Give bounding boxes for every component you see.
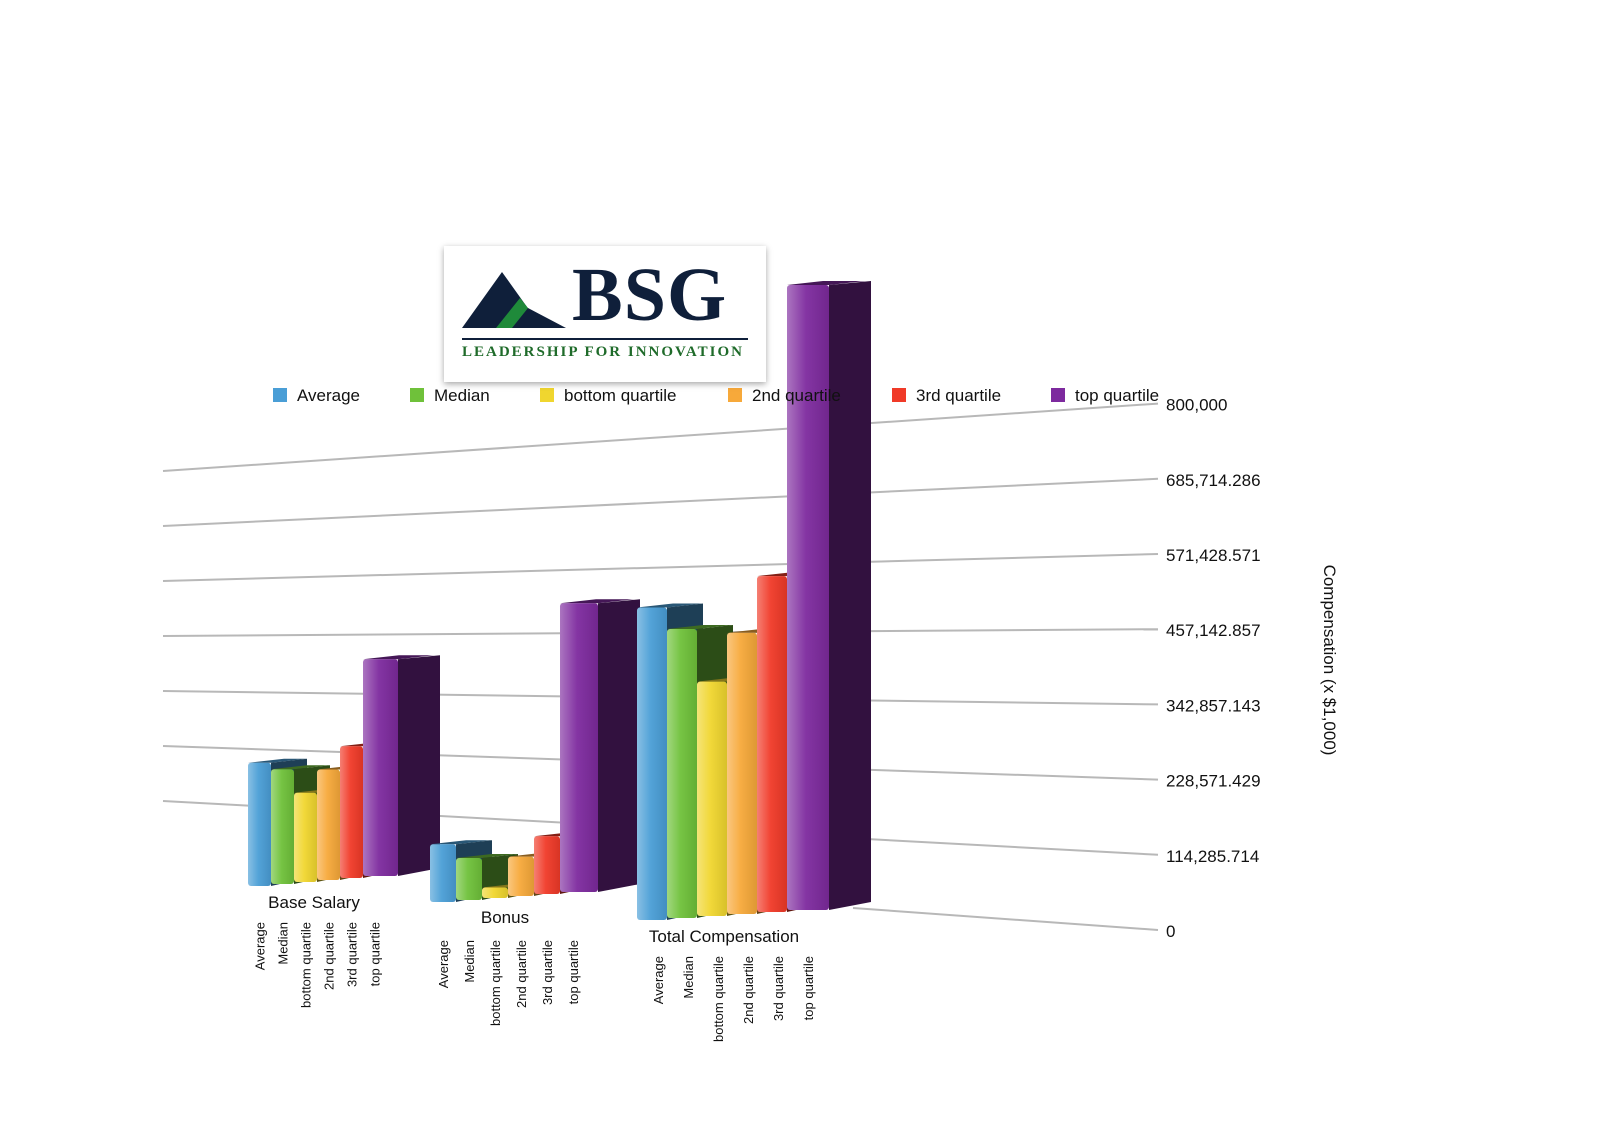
y-tick-label: 342,857.143 <box>1166 696 1261 715</box>
legend-label: Median <box>434 386 490 405</box>
x-tick-label: 3rd quartile <box>771 956 786 1021</box>
x-tick-label: Median <box>681 956 696 999</box>
x-tick-label: top quartile <box>566 940 581 1004</box>
legend-label: 2nd quartile <box>752 386 841 405</box>
x-tick-label: 2nd quartile <box>514 940 529 1008</box>
gridline <box>852 907 1159 931</box>
legend-label: 3rd quartile <box>916 386 1001 405</box>
bar-total-compensation-top-quartile <box>787 281 871 910</box>
y-tick-label: 457,142.857 <box>1166 621 1261 640</box>
logo-wordmark: BSG <box>572 253 728 337</box>
gridline <box>162 402 1159 472</box>
bar-bonus-top-quartile <box>560 599 640 892</box>
x-tick-label: bottom quartile <box>488 940 503 1026</box>
legend-item-3rd-quartile: 3rd quartile <box>892 386 1001 405</box>
x-tick-label: 3rd quartile <box>345 922 360 987</box>
y-tick-label: 0 <box>1166 922 1175 941</box>
category-label: Base Salary <box>268 893 360 912</box>
x-tick-label: 2nd quartile <box>322 922 337 990</box>
legend-item-median: Median <box>410 386 490 405</box>
logo-divider <box>462 338 748 340</box>
bsg-logo: BSG LEADERSHIP FOR INNOVATION <box>444 246 766 382</box>
x-tick-label: Average <box>436 940 451 988</box>
x-tick-label: Median <box>276 922 291 965</box>
y-tick-label: 571,428.571 <box>1166 546 1261 565</box>
y-axis-label: Compensation (x $1,000) <box>1320 565 1339 756</box>
gridline <box>162 477 1159 527</box>
bar-base-salary-top-quartile <box>363 655 440 876</box>
x-tick-label: 2nd quartile <box>741 956 756 1024</box>
legend-item-2nd-quartile: 2nd quartile <box>728 386 841 405</box>
legend-item-average: Average <box>273 386 360 405</box>
legend-item-top-quartile: top quartile <box>1051 386 1159 405</box>
gridline <box>162 553 1159 582</box>
y-tick-label: 685,714.286 <box>1166 471 1261 490</box>
mountain-icon <box>462 272 566 328</box>
logo-tagline: LEADERSHIP FOR INNOVATION <box>462 344 744 360</box>
x-tick-label: Average <box>651 956 666 1004</box>
category-label: Total Compensation <box>649 927 799 946</box>
legend-label: top quartile <box>1075 386 1159 405</box>
x-tick-label: top quartile <box>368 922 383 986</box>
legend-label: Average <box>297 386 360 405</box>
category-label: Bonus <box>481 908 529 927</box>
x-tick-label: bottom quartile <box>711 956 726 1042</box>
legend-label: bottom quartile <box>564 386 676 405</box>
y-tick-label: 114,285.714 <box>1166 847 1259 866</box>
y-tick-label: 800,000 <box>1166 396 1227 415</box>
x-tick-label: top quartile <box>801 956 816 1020</box>
x-tick-label: Average <box>253 922 268 970</box>
x-tick-label: bottom quartile <box>299 922 314 1008</box>
y-tick-label: 228,571.429 <box>1166 772 1261 791</box>
x-tick-label: Median <box>462 940 477 983</box>
x-tick-label: 3rd quartile <box>540 940 555 1005</box>
legend-item-bottom-quartile: bottom quartile <box>540 386 676 405</box>
